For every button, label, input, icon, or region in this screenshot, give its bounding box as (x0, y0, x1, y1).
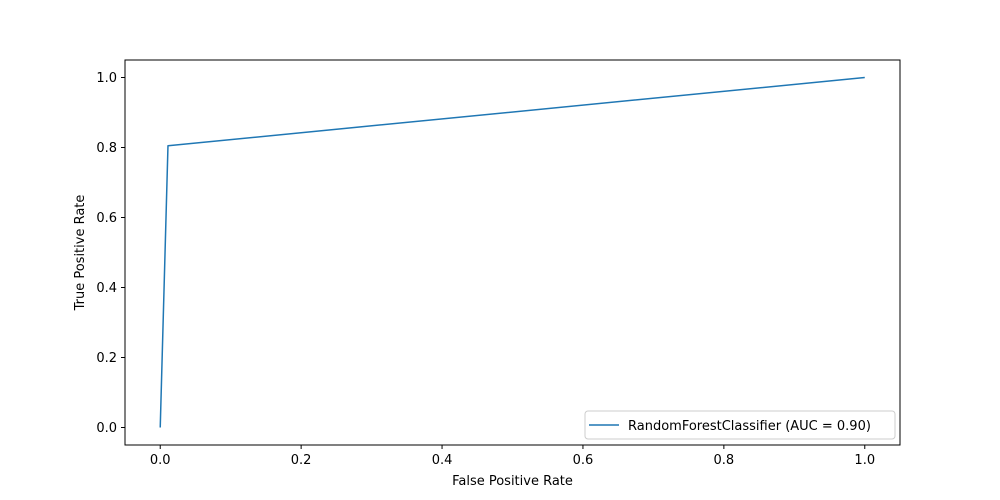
legend: RandomForestClassifier (AUC = 0.90) (584, 410, 896, 440)
x-tick-label: 0.2 (291, 453, 312, 468)
series-layer (159, 76, 865, 428)
x-tick-label: 0.6 (573, 453, 594, 468)
y-tick-label: 0.2 (96, 351, 117, 366)
y-tick-label: 1.0 (96, 71, 117, 86)
plot-frame (124, 59, 901, 446)
y-tick-label: 0.8 (96, 141, 117, 156)
legend-label: RandomForestClassifier (AUC = 0.90) (628, 419, 871, 434)
x-tick-label: 0.4 (432, 453, 453, 468)
y-axis-label: True Positive Rate (73, 195, 88, 312)
roc-curve-line (159, 76, 865, 428)
x-tick-label: 0.0 (150, 453, 171, 468)
y-tick-label: 0.0 (96, 421, 117, 436)
x-tick-label: 1.0 (854, 453, 875, 468)
x-axis-ticks: 0.0 0.2 0.4 0.6 0.8 1.0 (150, 445, 875, 468)
y-tick-label: 0.4 (96, 281, 117, 296)
x-tick-label: 0.8 (714, 453, 735, 468)
plot-area (125, 60, 900, 445)
x-axis-label: False Positive Rate (452, 474, 573, 489)
legend-box (584, 410, 896, 440)
y-tick-label: 0.6 (96, 211, 117, 226)
y-axis-ticks: 0.0 0.2 0.4 0.6 0.8 1.0 (96, 71, 125, 436)
